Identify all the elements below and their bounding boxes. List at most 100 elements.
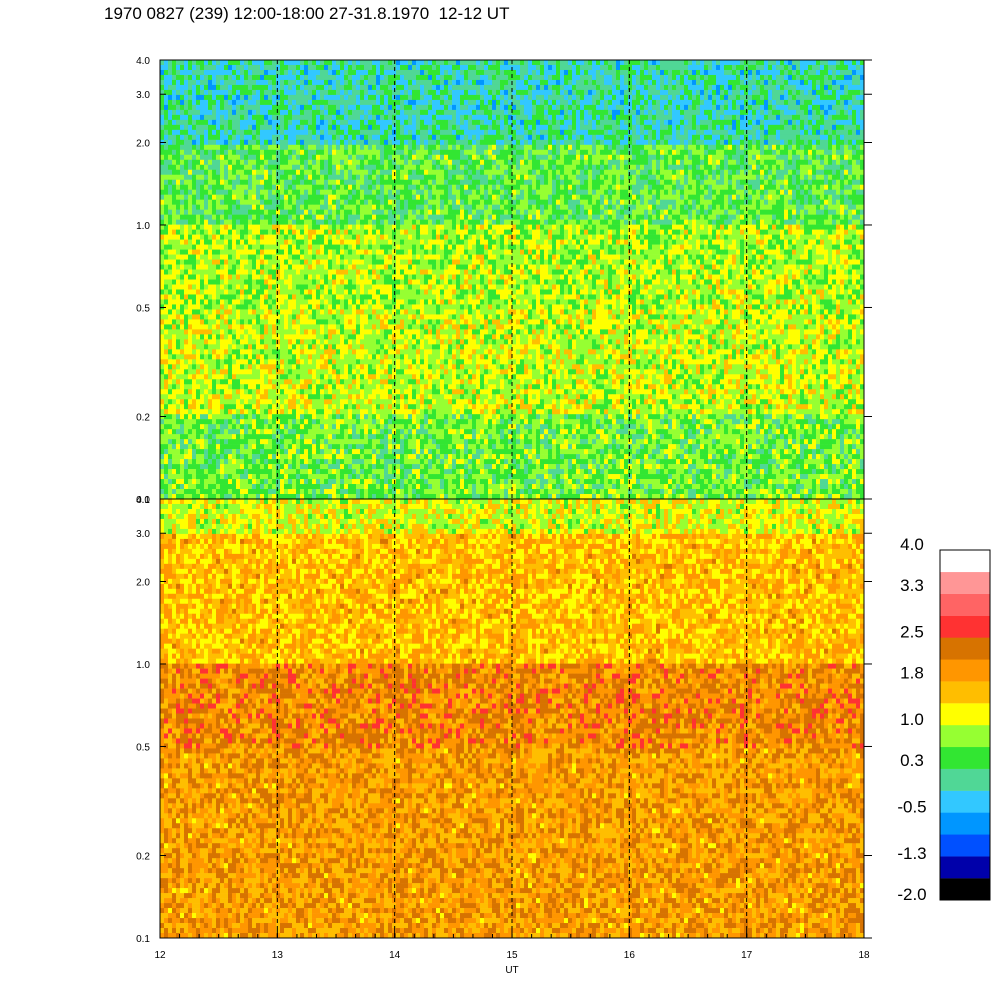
heatmap-cell (708, 190, 712, 195)
heatmap-cell (380, 185, 384, 190)
heatmap-cell (284, 125, 288, 130)
heatmap-cell (340, 140, 344, 145)
heatmap-cell (384, 105, 388, 110)
heatmap-cell (192, 80, 196, 85)
heatmap-cell (788, 180, 792, 185)
heatmap-cell (660, 170, 664, 175)
heatmap-cell (688, 180, 692, 185)
heatmap-cell (800, 170, 804, 175)
heatmap-cell (636, 135, 640, 140)
heatmap-cell (640, 140, 644, 145)
heatmap-cell (320, 110, 324, 115)
heatmap-cell (744, 140, 748, 145)
heatmap-cell (640, 110, 644, 115)
heatmap-cell (832, 175, 836, 180)
heatmap-cell (216, 75, 220, 80)
heatmap-cell (516, 125, 520, 130)
heatmap-cell (232, 125, 236, 130)
heatmap-cell (208, 180, 212, 185)
heatmap-cell (856, 75, 860, 80)
heatmap-cell (740, 135, 744, 140)
heatmap-cell (396, 130, 400, 135)
heatmap-cell (384, 130, 388, 135)
heatmap-cell (204, 105, 208, 110)
heatmap-cell (732, 65, 736, 70)
heatmap-cell (712, 75, 716, 80)
heatmap-cell (492, 115, 496, 120)
heatmap-cell (408, 200, 412, 205)
heatmap-cell (652, 60, 656, 65)
heatmap-cell (252, 200, 256, 205)
heatmap-cell (460, 80, 464, 85)
heatmap-cell (320, 190, 324, 195)
heatmap-cell (480, 170, 484, 175)
heatmap-cell (420, 110, 424, 115)
heatmap-cell (608, 135, 612, 140)
heatmap-cell (640, 160, 644, 165)
heatmap-cell (428, 130, 432, 135)
heatmap-cell (356, 75, 360, 80)
heatmap-cell (588, 75, 592, 80)
heatmap-cell (836, 70, 840, 75)
heatmap-cell (728, 60, 732, 65)
heatmap-cell (808, 180, 812, 185)
heatmap-cell (536, 105, 540, 110)
heatmap-cell (312, 75, 316, 80)
heatmap-cell (240, 60, 244, 65)
heatmap-cell (752, 65, 756, 70)
heatmap-cell (664, 95, 668, 100)
heatmap-cell (776, 95, 780, 100)
heatmap-cell (356, 125, 360, 130)
heatmap-cell (784, 150, 788, 155)
heatmap-cell (200, 135, 204, 140)
heatmap-cell (760, 85, 764, 90)
heatmap-cell (196, 120, 200, 125)
heatmap-cell (668, 130, 672, 135)
heatmap-cell (500, 115, 504, 120)
heatmap-cell (216, 135, 220, 140)
heatmap-cell (660, 65, 664, 70)
heatmap-cell (600, 140, 604, 145)
heatmap-cell (616, 190, 620, 195)
heatmap-cell (444, 120, 448, 125)
heatmap-cell (832, 70, 836, 75)
heatmap-cell (168, 180, 172, 185)
heatmap-cell (332, 190, 336, 195)
heatmap-cell (764, 195, 768, 200)
heatmap-cell (652, 150, 656, 155)
heatmap-cell (804, 125, 808, 130)
heatmap-cell (596, 75, 600, 80)
heatmap-cell (660, 140, 664, 145)
heatmap-cell (196, 150, 200, 155)
heatmap-cell (828, 190, 832, 195)
heatmap-cell (628, 105, 632, 110)
heatmap-cell (300, 135, 304, 140)
heatmap-cell (584, 185, 588, 190)
heatmap-cell (364, 95, 368, 100)
heatmap-cell (828, 150, 832, 155)
heatmap-cell (360, 150, 364, 155)
heatmap-cell (232, 165, 236, 170)
heatmap-cell (232, 120, 236, 125)
heatmap-cell (244, 150, 248, 155)
heatmap-cell (412, 190, 416, 195)
heatmap-cell (244, 95, 248, 100)
heatmap-cell (464, 75, 468, 80)
heatmap-cell (196, 145, 200, 150)
heatmap-cell (344, 125, 348, 130)
heatmap-cell (568, 140, 572, 145)
heatmap-cell (648, 160, 652, 165)
heatmap-cell (620, 150, 624, 155)
heatmap-cell (792, 145, 796, 150)
heatmap-cell (376, 200, 380, 205)
heatmap-cell (420, 95, 424, 100)
heatmap-cell (212, 115, 216, 120)
heatmap-cell (312, 185, 316, 190)
heatmap-cell (348, 120, 352, 125)
heatmap-cell (672, 120, 676, 125)
heatmap-cell (204, 180, 208, 185)
heatmap-cell (224, 105, 228, 110)
heatmap-cell (848, 85, 852, 90)
heatmap-cell (532, 165, 536, 170)
heatmap-cell (436, 70, 440, 75)
